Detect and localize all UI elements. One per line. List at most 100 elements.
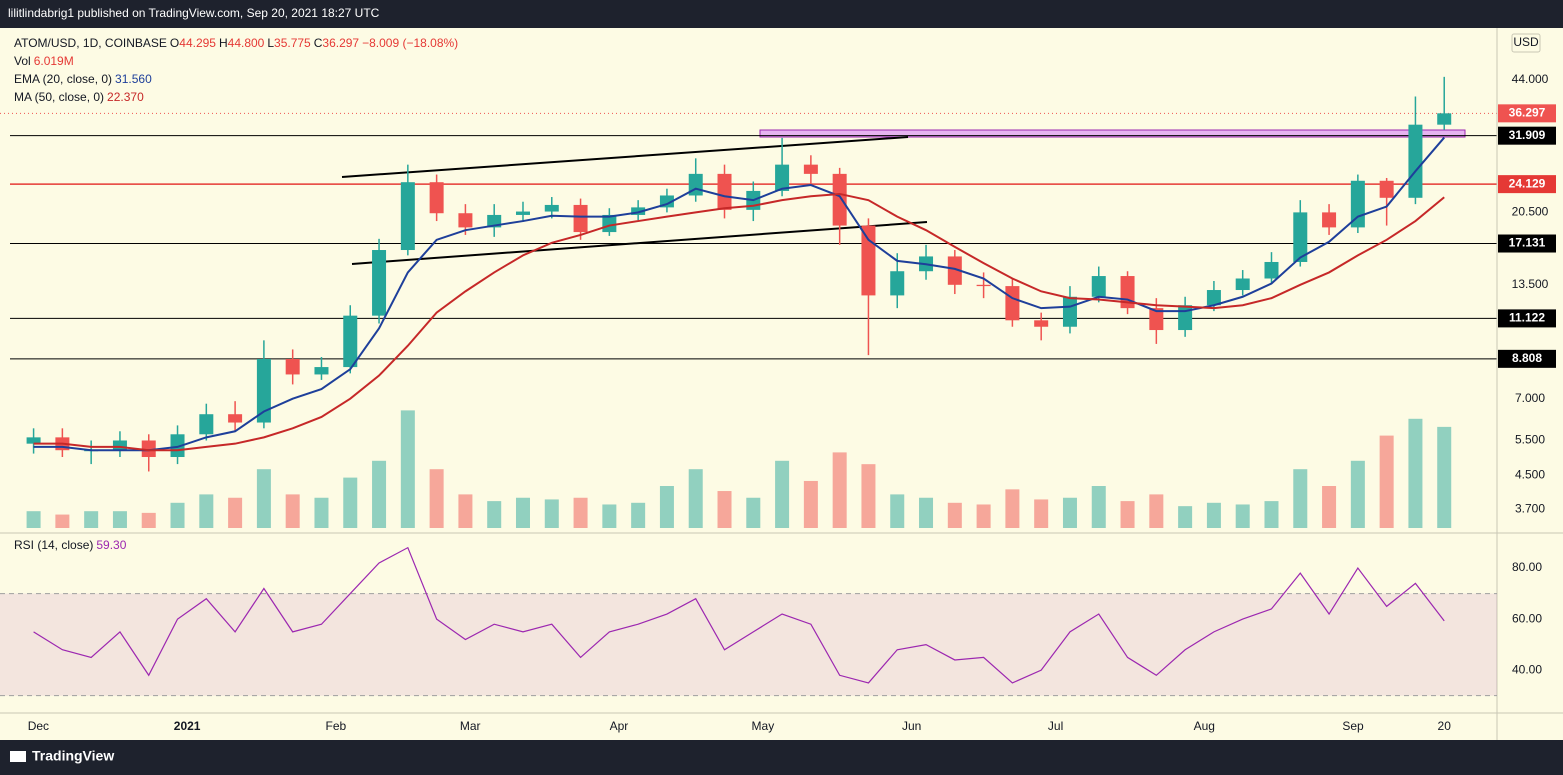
candle-body xyxy=(199,414,214,435)
trend-line xyxy=(351,221,928,265)
candle-body xyxy=(1322,212,1337,228)
volume-bar xyxy=(55,514,70,528)
candle-body xyxy=(141,440,156,458)
rsi-line xyxy=(33,546,1445,684)
volume-bar xyxy=(1120,501,1135,528)
volume-bar xyxy=(112,511,127,528)
resistance-zone xyxy=(759,129,1466,138)
volume-bar xyxy=(1350,460,1365,528)
candle-body xyxy=(832,173,847,226)
candle-body xyxy=(1091,276,1106,297)
legend-row: Vol 6.019M xyxy=(14,52,461,70)
volume-bar xyxy=(1379,435,1394,528)
x-tick-label: Dec xyxy=(28,719,49,733)
volume-bar xyxy=(314,497,329,528)
ohlc-key: C xyxy=(313,36,323,50)
volume-bar xyxy=(573,497,588,528)
x-tick-label: Feb xyxy=(326,719,347,733)
rsi-band xyxy=(0,593,1497,696)
volume-bar xyxy=(458,494,473,528)
candle-body xyxy=(314,367,329,375)
candle-body xyxy=(861,225,876,296)
level-label: 11.122 xyxy=(1509,311,1545,325)
volume-bar xyxy=(1034,499,1049,528)
candle-body xyxy=(372,250,387,316)
ohlc-key: O xyxy=(169,36,180,50)
logo xyxy=(10,751,26,762)
rsi-tick-label: 60.00 xyxy=(1512,611,1542,625)
candle-body xyxy=(343,315,358,368)
volume-bar xyxy=(141,512,156,528)
trend-line xyxy=(341,136,909,178)
volume-bar xyxy=(919,497,934,528)
volume-bar xyxy=(775,460,790,528)
volume-bar xyxy=(285,494,300,528)
volume-bar xyxy=(832,452,847,528)
candle-body xyxy=(602,214,617,233)
indicator-name: EMA (20, close, 0) xyxy=(14,72,113,86)
candle-body xyxy=(26,437,41,444)
publisher: lilitlindabrig1 published on TradingView… xyxy=(8,6,380,20)
symbol: ATOM/USD, 1D, COINBASE xyxy=(14,36,167,50)
volume-bar xyxy=(890,494,905,528)
y-tick-label: 5.500 xyxy=(1515,433,1545,447)
volume-bar xyxy=(1149,494,1164,528)
candle-body xyxy=(947,256,962,285)
y-tick-label: 20.500 xyxy=(1512,205,1549,219)
indicator-line xyxy=(33,192,1445,452)
y-tick-label: 3.700 xyxy=(1515,501,1545,515)
rsi-tick-label: 40.00 xyxy=(1512,662,1542,676)
volume-bar xyxy=(400,410,415,528)
volume-bar xyxy=(1062,497,1077,528)
level-label: 8.808 xyxy=(1512,351,1542,365)
volume-bar xyxy=(487,501,502,528)
candle-body xyxy=(1379,180,1394,198)
volume-bar xyxy=(84,511,99,528)
bottom-bar xyxy=(0,740,1563,775)
x-tick-label: 2021 xyxy=(174,719,201,733)
brand: TradingView xyxy=(32,748,114,764)
legend-row: EMA (20, close, 0) 31.560 xyxy=(14,70,461,88)
candle-body xyxy=(285,359,300,375)
ohlc-key: L xyxy=(267,36,275,50)
candle-body xyxy=(1178,305,1193,331)
candle-body xyxy=(631,207,646,215)
candle-body xyxy=(170,434,185,458)
last-price-label: 36.297 xyxy=(1509,106,1546,120)
volume-bar xyxy=(372,460,387,528)
level-label: 24.129 xyxy=(1509,176,1546,190)
x-tick-label: Apr xyxy=(610,719,629,733)
x-tick-label: Jun xyxy=(902,719,921,733)
candle-body xyxy=(544,204,559,212)
volume-bar xyxy=(1206,502,1221,528)
y-tick-label: 7.000 xyxy=(1515,391,1545,405)
currency[interactable]: USD xyxy=(1513,35,1539,49)
volume-value: 6.019M xyxy=(33,54,74,68)
ohlc-value: 44.295 xyxy=(179,36,216,50)
candle-body xyxy=(1293,212,1308,262)
volume-bar xyxy=(26,511,41,528)
volume-bar xyxy=(717,491,732,528)
candle-body xyxy=(1206,290,1221,306)
level-label-box xyxy=(1498,175,1556,194)
volume-bar xyxy=(861,464,876,528)
volume-bar xyxy=(1322,486,1337,528)
candle-body xyxy=(1235,278,1250,291)
candle-body xyxy=(976,284,991,287)
volume-bar xyxy=(1005,489,1020,528)
ohlc-value: 36.297 xyxy=(322,36,360,50)
volume-bar xyxy=(1235,504,1250,528)
currency-box[interactable] xyxy=(1511,33,1541,53)
volume-bar xyxy=(803,480,818,528)
candle-body xyxy=(1408,124,1423,198)
candle-body xyxy=(775,164,790,191)
volume-bar xyxy=(1293,469,1308,528)
candle-body xyxy=(573,204,588,233)
volume-bar xyxy=(1178,506,1193,528)
candle-body xyxy=(1034,320,1049,327)
rsi-value: 59.30 xyxy=(96,538,127,552)
y-tick-label: 44.000 xyxy=(1512,72,1549,86)
legend-row: ATOM/USD, 1D, COINBASE O44.295 H44.800 L35.… xyxy=(14,34,461,52)
candle-body xyxy=(400,182,415,251)
